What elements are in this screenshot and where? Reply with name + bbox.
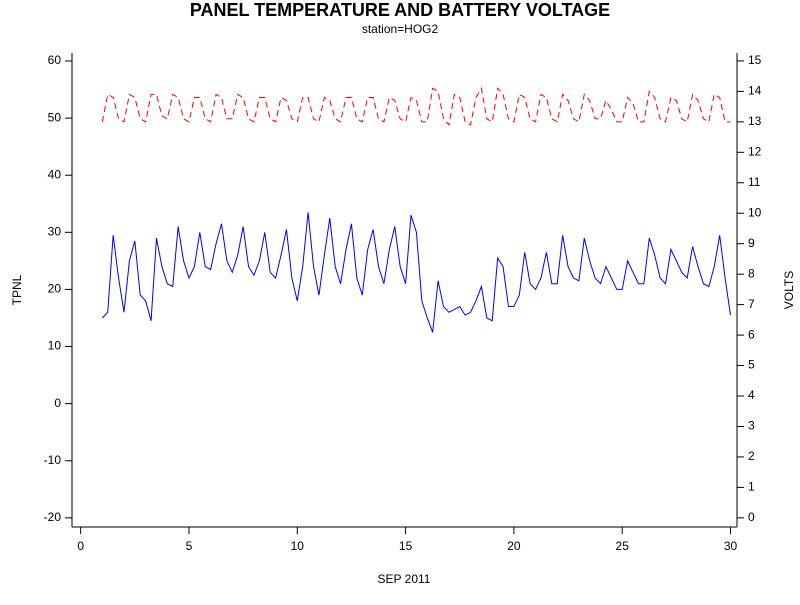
y2-tick-label: 1 xyxy=(748,480,755,494)
series-line xyxy=(101,86,731,126)
y2-tick-label: 14 xyxy=(748,84,762,98)
y2-tick-label: 8 xyxy=(748,266,755,280)
y2-tick-label: 12 xyxy=(748,144,762,158)
chart-title: PANEL TEMPERATURE AND BATTERY VOLTAGE xyxy=(190,0,610,20)
y2-tick-label: 6 xyxy=(748,327,755,341)
y2-tick-label: 5 xyxy=(748,358,755,372)
series-line xyxy=(101,212,731,333)
y-tick-label: 10 xyxy=(48,339,62,353)
y-tick-label: -10 xyxy=(44,453,62,467)
x-tick-label: 30 xyxy=(724,539,738,553)
y2-tick-label: 7 xyxy=(748,297,755,311)
x-tick-label: 10 xyxy=(291,539,305,553)
y2-axis-label: VOLTS xyxy=(782,271,796,309)
y-tick-label: 40 xyxy=(48,167,62,181)
y-tick-label: 0 xyxy=(54,396,61,410)
y-tick-label: 50 xyxy=(48,110,62,124)
y2-tick-label: 10 xyxy=(748,205,762,219)
chart-subtitle: station=HOG2 xyxy=(362,22,439,36)
y2-tick-label: 3 xyxy=(748,419,755,433)
y2-tick-label: 4 xyxy=(748,388,755,402)
y2-tick-label: 0 xyxy=(748,510,755,524)
x-tick-label: 20 xyxy=(507,539,521,553)
y2-tick-label: 11 xyxy=(748,175,761,189)
x-axis-label: SEP 2011 xyxy=(378,572,431,586)
y2-tick-label: 13 xyxy=(748,114,762,128)
x-tick-label: 5 xyxy=(186,539,193,553)
x-tick-label: 15 xyxy=(399,539,413,553)
y-tick-label: 60 xyxy=(48,53,62,67)
y2-tick-label: 9 xyxy=(748,236,755,250)
y2-tick-label: 15 xyxy=(748,53,762,67)
x-tick-label: 25 xyxy=(616,539,630,553)
y-tick-label: 30 xyxy=(48,224,62,238)
y2-tick-label: 2 xyxy=(748,449,755,463)
x-tick-label: 0 xyxy=(77,539,84,553)
y-tick-label: -20 xyxy=(44,510,62,524)
y-tick-label: 20 xyxy=(48,282,62,296)
y-axis-label: TPNL xyxy=(10,274,24,305)
